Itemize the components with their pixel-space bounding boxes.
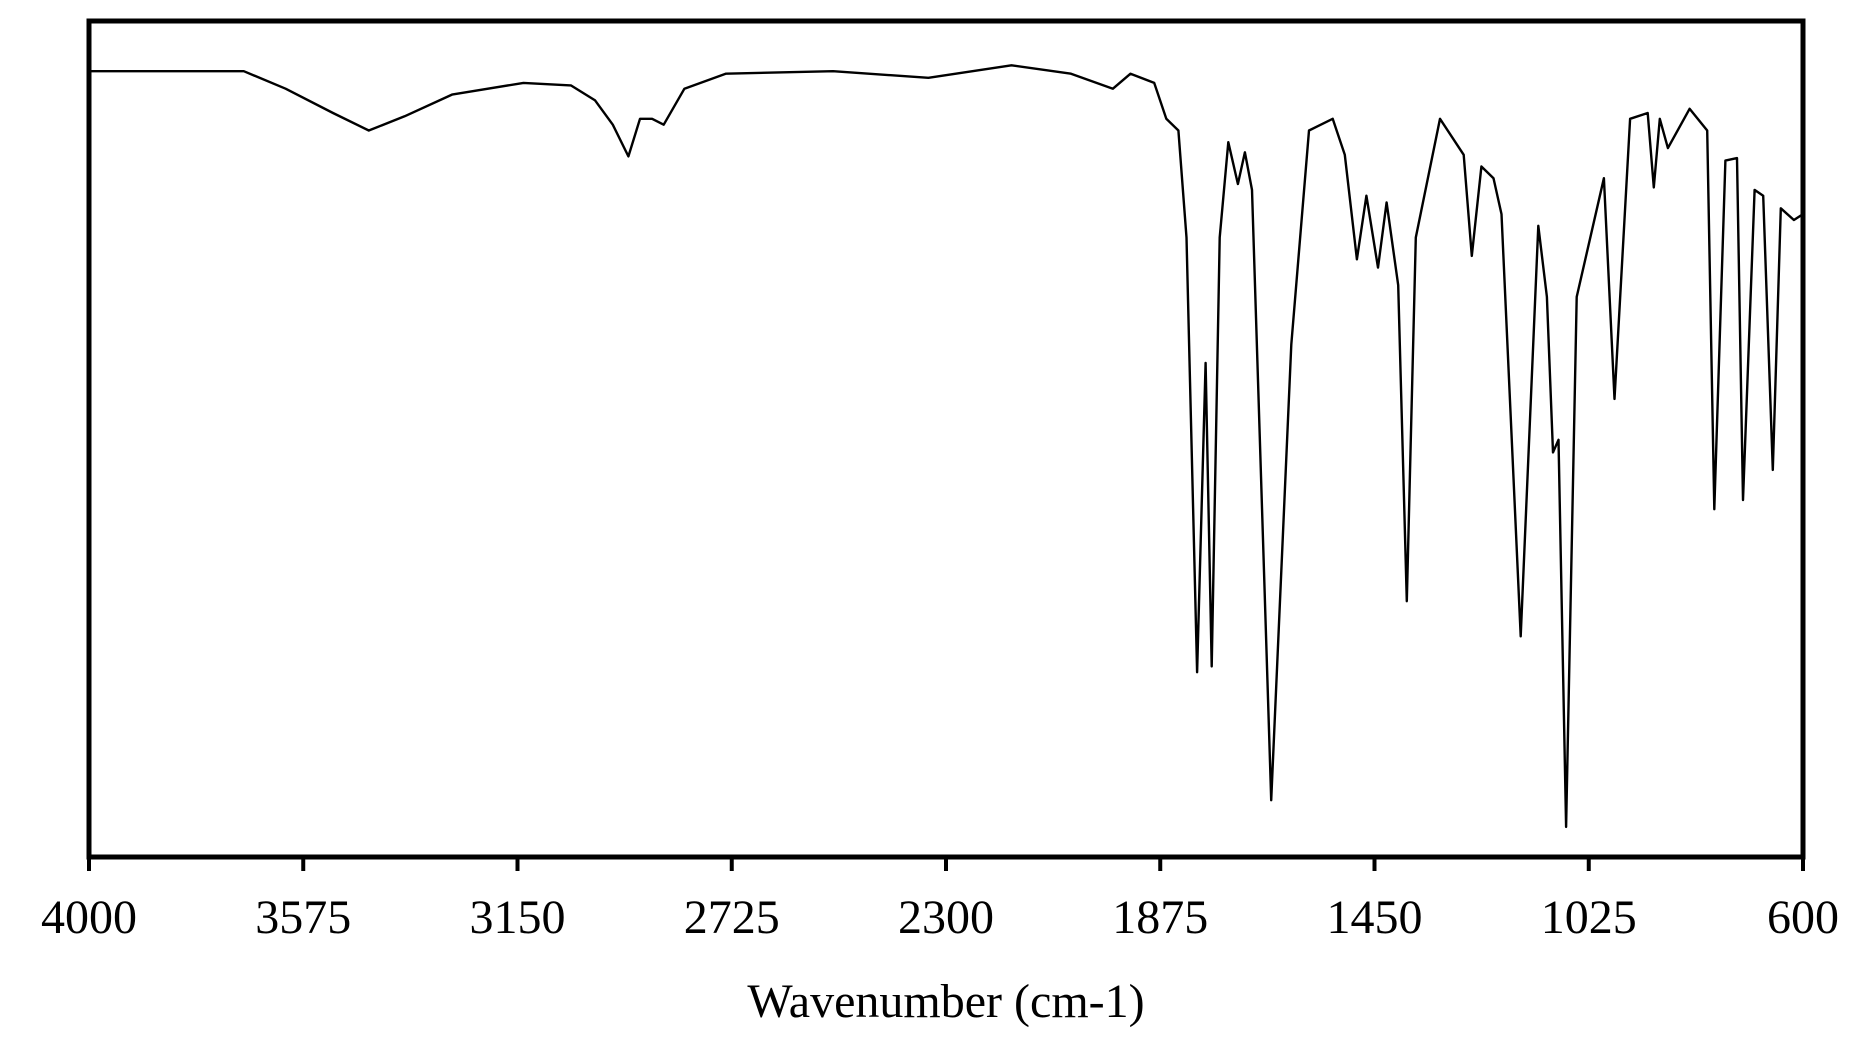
x-tick-label: 3575 [255, 891, 351, 944]
x-tick-label: 2300 [898, 891, 994, 944]
x-tick-label: 3150 [470, 891, 566, 944]
x-tick-label: 2725 [684, 891, 780, 944]
x-tick-label: 4000 [41, 891, 137, 944]
x-tick-label: 1025 [1541, 891, 1637, 944]
x-axis-label: Wavenumber (cm-1) [747, 975, 1144, 1028]
x-tick-label: 1875 [1112, 891, 1208, 944]
plot-frame [86, 18, 1806, 860]
spectrum-line [89, 64, 1804, 829]
x-tick-label: 1450 [1327, 891, 1423, 944]
x-tick-label: 600 [1767, 891, 1839, 944]
